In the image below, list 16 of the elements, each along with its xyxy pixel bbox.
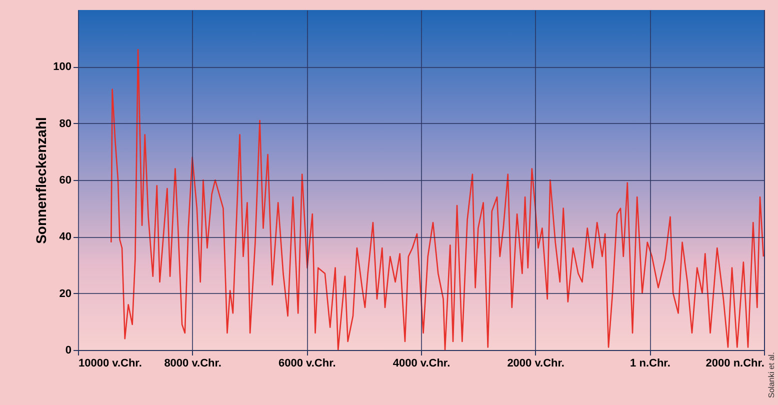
y-tick-label: 20	[59, 288, 72, 300]
text: Solanki et al.	[767, 352, 776, 398]
y-tick-label: 60	[59, 174, 72, 186]
x-tick-label: 8000 v.Chr.	[164, 358, 222, 370]
x-tick-label: 1 n.Chr.	[630, 358, 670, 370]
y-axis-title: Sonnenfleckenzahl	[33, 117, 50, 244]
x-tick-label: 10000 v.Chr.	[78, 358, 142, 370]
x-tick-label: 6000 v.Chr.	[278, 358, 336, 370]
y-tick-label: 0	[65, 344, 72, 356]
y-tick-label: 40	[59, 231, 72, 244]
y-tick-label: 100	[53, 61, 72, 74]
y-tick-label: 80	[59, 118, 72, 130]
x-tick-label: 2000 v.Chr.	[507, 358, 564, 370]
x-tick-label: 2000 n.Chr.	[706, 358, 764, 370]
line-series	[110, 49, 764, 351]
x-tick-label: 4000 v.Chr.	[392, 358, 450, 370]
